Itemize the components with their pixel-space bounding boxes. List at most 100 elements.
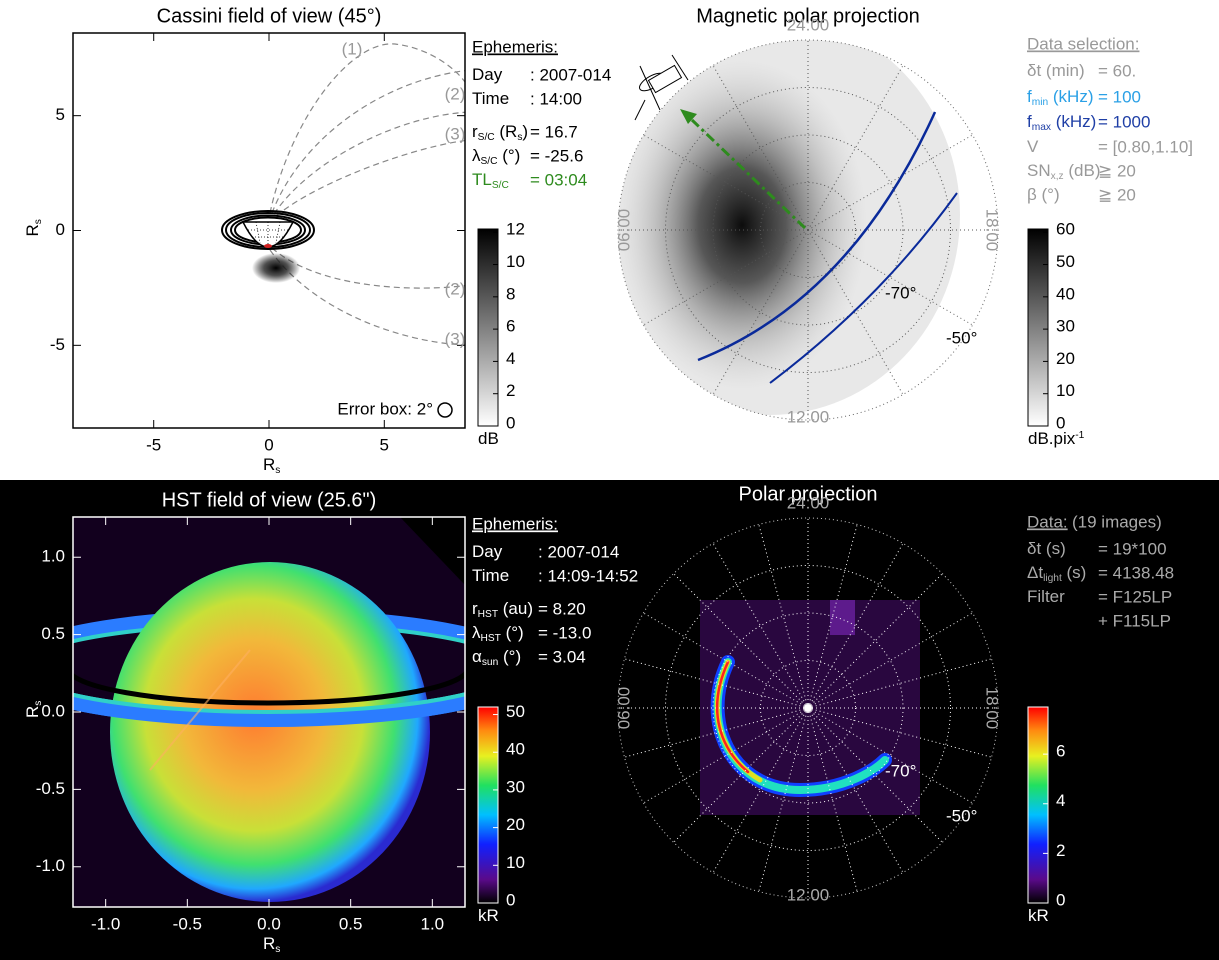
latitude-circle <box>712 134 904 326</box>
colorbar <box>1027 228 1049 427</box>
oval-boundary <box>769 192 958 384</box>
line-value: = 1000 <box>1098 112 1150 131</box>
y-tick-label: -0.5 <box>36 779 65 798</box>
line-value: = -25.6 <box>530 146 583 165</box>
line-label: Δtlight (s) <box>1027 563 1086 583</box>
latitude-label: -70° <box>885 283 916 302</box>
colorbar-tick-label: 8 <box>506 284 515 303</box>
colorbar-tick-label: 40 <box>1056 284 1075 303</box>
line-label: SNx,z (dB) <box>1027 161 1101 181</box>
line-label: λS/C (°) <box>472 146 520 166</box>
line-label: Filter <box>1027 587 1065 606</box>
colorbar-tick-label: 0 <box>1056 890 1065 909</box>
text-segment: (°) <box>498 647 521 666</box>
line-value: = 03:04 <box>530 170 587 189</box>
local-time: 18:00 <box>983 209 1002 252</box>
field-line-label: (2) <box>445 279 466 298</box>
magnetic-image <box>618 40 998 420</box>
y-tick-label: -1.0 <box>36 856 65 875</box>
line-value: = -13.0 <box>538 623 591 642</box>
line-value: = F125LP <box>1098 587 1172 606</box>
line-label: fmin (kHz) <box>1027 87 1093 107</box>
text-segment: dB <box>478 429 499 448</box>
text-segment: (°) <box>497 146 520 165</box>
text-segment: S/C <box>478 132 495 143</box>
line-label: fmax (kHz) <box>1027 112 1096 132</box>
text-segment: δt (min) <box>1027 61 1085 80</box>
colorbar-tick-label: 4 <box>506 349 515 368</box>
line-label: λHST (°) <box>472 623 524 643</box>
colorbar-tick-label: 60 <box>1056 220 1075 239</box>
text-segment: kR <box>1028 906 1049 925</box>
latitude-circle <box>760 182 856 278</box>
latitude-circle <box>760 660 856 756</box>
text-segment: sun <box>482 657 498 668</box>
text-segment: (R <box>495 122 518 141</box>
text-segment: dB.pix <box>1028 429 1076 448</box>
y-tick-label: 0.5 <box>41 624 65 643</box>
text-segment: s <box>275 944 280 955</box>
block-note: (19 images) <box>1072 512 1162 531</box>
colorbar-tick-label: 0 <box>1056 413 1065 432</box>
text-segment: s <box>33 701 44 706</box>
error-box-label: Error box: 2° <box>337 399 433 418</box>
text-segment: max <box>1032 122 1051 133</box>
block-header: Data: <box>1027 512 1068 531</box>
text-segment: s <box>517 132 522 143</box>
y-tick-label: 0.0 <box>41 701 65 720</box>
text-segment: (°) <box>501 623 524 642</box>
text-segment: TL <box>472 170 492 189</box>
x-tick-label: 0.5 <box>339 914 363 933</box>
colorbar-tick-label: 10 <box>506 252 525 271</box>
block-header: Data selection: <box>1027 34 1139 53</box>
local-time: 24:00 <box>787 493 830 512</box>
latitude-circle <box>665 87 951 373</box>
text-segment: (kHz) <box>1048 87 1093 106</box>
colorbar-tick-label: 10 <box>506 853 525 872</box>
line-value: ≧ 20 <box>1098 161 1136 180</box>
local-time: 18:00 <box>983 687 1002 730</box>
colorbar-label: kR <box>1028 906 1049 925</box>
field-lines <box>269 43 465 346</box>
latitude-label: -50° <box>946 806 977 825</box>
colorbar <box>477 228 499 427</box>
x-tick-label: 5 <box>380 435 389 454</box>
colorbar-tick-label: 2 <box>1056 841 1065 860</box>
line-value: ≧ 20 <box>1098 185 1136 204</box>
text-segment: r <box>472 122 478 141</box>
line-value: : 14:00 <box>530 89 582 108</box>
line-value: = 19*100 <box>1098 539 1167 558</box>
local-time: 06:00 <box>614 209 633 252</box>
local-time: 06:00 <box>614 687 633 730</box>
text-segment: V <box>1027 137 1039 156</box>
latitude-circle <box>712 612 904 804</box>
polar-border <box>617 39 999 421</box>
text-segment: (au) <box>498 599 533 618</box>
colorbar-tick-label: 20 <box>506 815 525 834</box>
spacecraft <box>634 54 689 121</box>
colorbar-tick-label: 12 <box>506 220 525 239</box>
colorbar <box>1027 706 1049 904</box>
planet-grid <box>248 221 288 247</box>
line-value: = 8.20 <box>538 599 586 618</box>
line-value: + F115LP <box>1098 611 1171 630</box>
line-value: = 16.7 <box>530 122 578 141</box>
colorbar-tick-label: 10 <box>1056 381 1075 400</box>
colorbar-label: dB.pix-1 <box>1028 429 1085 448</box>
text-segment: α <box>472 647 482 666</box>
colorbar-tick-label: 6 <box>1056 742 1065 761</box>
line-value: = [0.80,1.10] <box>1098 137 1193 156</box>
field-line-label: (1) <box>342 39 363 58</box>
text-segment: S/C <box>481 156 498 167</box>
line-value: = 60. <box>1098 61 1136 80</box>
field-line-label: (3) <box>445 329 466 348</box>
latitude-label: -70° <box>885 761 916 780</box>
oval-boundary <box>697 111 937 362</box>
text-segment: R <box>23 706 42 718</box>
text-segment: -1 <box>1075 430 1084 441</box>
colorbar-tick-label: 30 <box>506 777 525 796</box>
x-tick-label: -0.5 <box>173 914 202 933</box>
line-label: Day <box>472 542 503 561</box>
line-label: TLS/C <box>472 170 509 190</box>
panel-title: Magnetic polar projection <box>696 5 919 27</box>
